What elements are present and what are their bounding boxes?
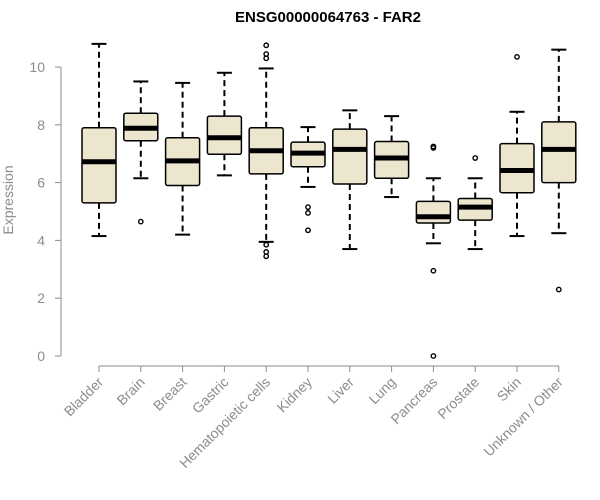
box-iqr — [332, 128, 368, 185]
outlier-point — [472, 155, 479, 161]
box-group-prostate — [457, 155, 493, 251]
x-tick-label: Brain — [113, 374, 147, 408]
y-tick-label: 10 — [29, 59, 45, 75]
box-group-unknown-other — [541, 48, 577, 293]
chart-title: ENSG00000064763 - FAR2 — [235, 9, 421, 26]
box-group-kidney — [290, 126, 326, 234]
outlier-point — [263, 42, 270, 49]
x-tick-label: Unknown / Other — [480, 374, 566, 460]
outlier-point — [430, 353, 437, 359]
x-tick-label: Kidney — [274, 374, 316, 416]
y-tick-label: 8 — [37, 117, 45, 133]
box-iqr — [206, 115, 243, 156]
box-iqr — [415, 200, 452, 224]
outlier-point — [263, 55, 270, 62]
y-axis-label: Expression — [0, 165, 16, 234]
outlier-point — [305, 204, 311, 211]
box-group-gastric — [206, 71, 243, 177]
box-iqr — [81, 126, 117, 204]
plot-area — [81, 42, 577, 359]
outlier-point — [263, 241, 270, 248]
outlier-point — [430, 145, 437, 151]
y-tick-label: 2 — [37, 290, 45, 306]
outlier-point — [263, 253, 270, 260]
outlier-point — [137, 218, 144, 225]
box-group-skin — [499, 53, 535, 238]
outlier-point — [305, 227, 311, 234]
box-group-brain — [123, 80, 159, 225]
box-group-pancreas — [415, 143, 452, 359]
outlier-point — [430, 267, 437, 274]
x-tick-label: Liver — [324, 374, 357, 407]
outlier-point — [555, 286, 562, 293]
box-group-liver — [332, 109, 368, 251]
y-tick-label: 0 — [37, 348, 45, 364]
box-group-breast — [164, 81, 201, 236]
x-tick-label: Lung — [365, 374, 398, 407]
box-group-hematopoietic-cells — [248, 42, 284, 260]
box-group-lung — [373, 115, 410, 199]
box-group-bladder — [81, 42, 117, 238]
outlier-point — [514, 53, 520, 60]
box-iqr — [541, 121, 577, 184]
x-tick-label: Bladder — [61, 374, 107, 420]
outlier-point — [305, 210, 311, 216]
x-tick-label: Skin — [494, 374, 525, 405]
x-tick-label: Prostate — [434, 374, 482, 422]
x-tick-label: Breast — [150, 374, 190, 414]
y-tick-label: 4 — [37, 232, 45, 248]
y-tick-label: 6 — [37, 175, 45, 191]
